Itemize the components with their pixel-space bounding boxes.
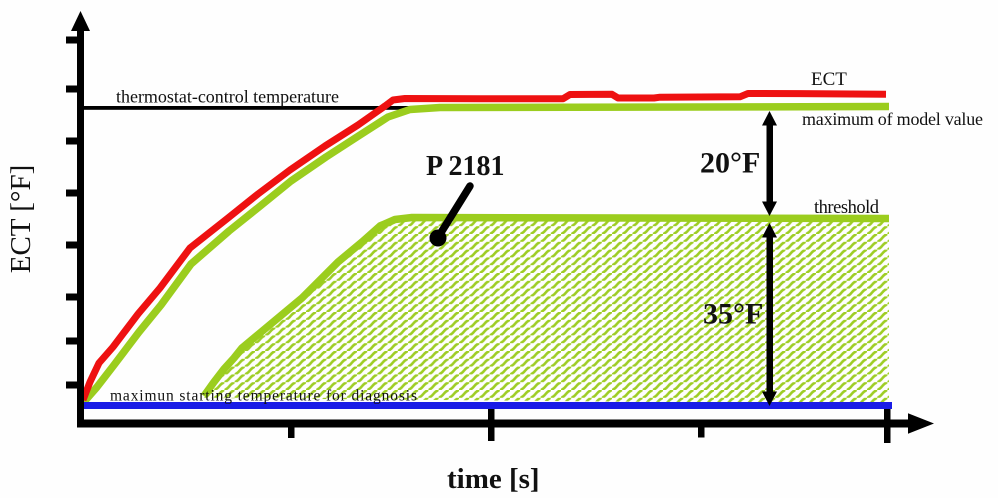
svg-text:threshold: threshold	[814, 198, 880, 218]
svg-text:ECT: ECT	[811, 69, 847, 90]
svg-text:ECT [°F]: ECT [°F]	[5, 165, 37, 274]
svg-text:35°F: 35°F	[703, 298, 763, 331]
svg-text:20°F: 20°F	[700, 147, 760, 180]
svg-text:maximun starting temperature f: maximun starting temperature for diagnos…	[110, 388, 417, 405]
svg-text:thermostat-control temperature: thermostat-control temperature	[116, 87, 339, 107]
svg-text:time [s]: time [s]	[447, 463, 540, 495]
svg-text:P 2181: P 2181	[426, 151, 505, 182]
svg-text:maximum of model value: maximum of model value	[802, 109, 983, 129]
